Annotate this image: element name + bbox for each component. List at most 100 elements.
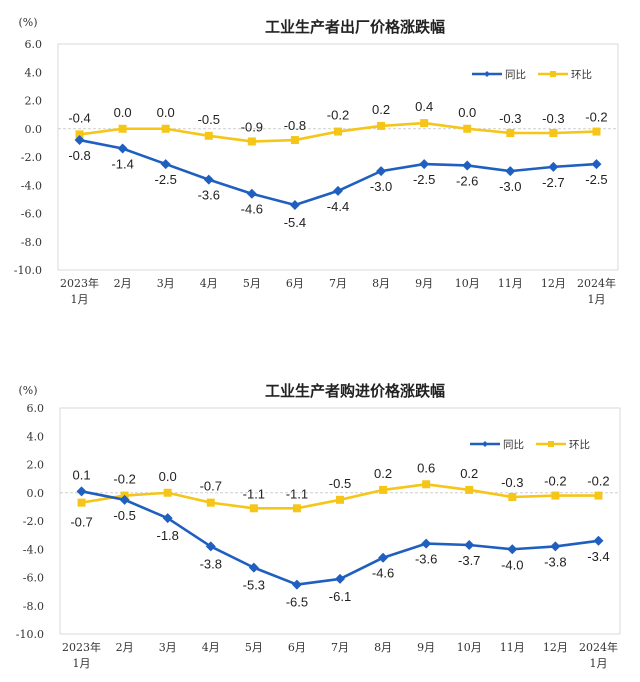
x-tick-label: 8月 xyxy=(374,641,392,654)
data-label-yoy: -2.6 xyxy=(456,173,478,188)
data-point-mom xyxy=(163,488,172,497)
data-point-mom xyxy=(463,124,472,133)
x-tick-label: 12月 xyxy=(541,277,566,290)
data-point-yoy xyxy=(246,188,257,199)
data-point-mom xyxy=(465,485,474,494)
y-axis-unit-label: (%) xyxy=(18,16,37,29)
data-point-yoy xyxy=(162,513,173,524)
data-label-yoy: -5.3 xyxy=(243,578,265,593)
ppi-input-chart-svg: 工业生产者购进价格涨跌幅 (%) 6.0 4.0 2.0 0.0 -2.0 -4.0 -6.0 -… xyxy=(16,382,621,670)
data-label-mom: -0.2 xyxy=(327,108,349,123)
data-point-mom xyxy=(506,128,515,137)
x-tick-label: 2024年 xyxy=(579,640,618,654)
data-label-mom: -0.2 xyxy=(113,472,135,487)
y-tick-label: 2.0 xyxy=(25,95,43,108)
data-label-yoy: -3.7 xyxy=(458,553,480,568)
legend: 同比 环比 xyxy=(470,438,590,451)
data-point-yoy xyxy=(505,166,516,177)
legend-marker-yoy xyxy=(484,71,490,77)
data-point-yoy xyxy=(548,161,559,172)
data-label-yoy: -3.8 xyxy=(544,554,566,569)
legend-marker-mom xyxy=(548,441,554,447)
data-label-mom: 0.2 xyxy=(374,466,392,481)
data-point-mom xyxy=(161,124,170,133)
x-tick-label: 4月 xyxy=(200,277,218,290)
y-tick-label: -10.0 xyxy=(14,264,42,277)
data-label-yoy: -4.4 xyxy=(327,199,349,214)
data-label-yoy: -6.1 xyxy=(329,589,351,604)
y-tick-label: -6.0 xyxy=(23,572,44,585)
data-label-mom: -0.7 xyxy=(200,479,222,494)
data-point-yoy xyxy=(335,573,345,584)
data-point-mom xyxy=(592,127,601,136)
data-point-yoy xyxy=(550,541,561,552)
x-tick-label: 9月 xyxy=(415,277,433,290)
x-tick-label: 1月 xyxy=(73,657,91,670)
data-label-mom: -0.5 xyxy=(329,476,351,491)
data-point-mom xyxy=(508,492,517,501)
data-point-yoy xyxy=(591,159,602,170)
x-tick-label: 7月 xyxy=(329,277,347,290)
data-label-mom: -0.3 xyxy=(501,475,523,490)
data-point-mom xyxy=(118,124,127,133)
data-label-yoy: -3.4 xyxy=(587,549,609,564)
data-label-yoy: -2.5 xyxy=(585,172,607,187)
x-tick-label: 5月 xyxy=(243,277,261,290)
legend-marker-yoy xyxy=(482,441,488,447)
x-tick-label: 11月 xyxy=(498,277,523,290)
ppi-output-chart-svg: 工业生产者出厂价格涨跌幅 (%) 6.0 4.0 2.0 0.0 -2.0 -4.0 -6.0 -… xyxy=(14,16,619,306)
data-label-mom: 0.0 xyxy=(157,105,175,120)
data-label-mom: -0.5 xyxy=(198,112,220,127)
x-tick-label: 7月 xyxy=(331,641,349,654)
y-tick-label: -2.0 xyxy=(23,515,44,528)
data-label-yoy: -5.4 xyxy=(284,215,306,230)
x-tick-label: 1月 xyxy=(589,657,607,670)
data-label-yoy: 0.1 xyxy=(72,467,90,482)
data-point-mom xyxy=(247,137,256,146)
y-tick-label: -8.0 xyxy=(23,600,44,613)
plot-area-frame xyxy=(59,407,621,635)
x-tick-label: 2024年 xyxy=(577,276,616,290)
data-point-yoy xyxy=(203,174,214,185)
data-point-yoy xyxy=(378,552,389,563)
x-tick-label: 6月 xyxy=(288,641,306,654)
data-label-mom: -0.2 xyxy=(585,110,607,125)
data-point-mom xyxy=(290,136,299,145)
data-point-mom xyxy=(336,495,344,504)
data-point-yoy xyxy=(421,538,432,549)
data-label-mom: -1.1 xyxy=(286,486,308,501)
x-tick-label: 4月 xyxy=(202,641,220,654)
data-point-mom xyxy=(549,128,558,137)
data-point-yoy xyxy=(462,160,473,171)
legend-label-mom: 环比 xyxy=(569,438,590,451)
data-label-mom: 0.6 xyxy=(417,460,435,475)
data-point-yoy xyxy=(333,185,343,196)
data-label-yoy: -4.6 xyxy=(241,202,263,217)
x-tick-label: 12月 xyxy=(543,641,568,654)
data-point-yoy xyxy=(291,579,302,590)
data-point-yoy xyxy=(76,486,87,497)
data-label-mom: 0.0 xyxy=(458,105,476,120)
data-point-mom xyxy=(377,121,386,130)
data-label-mom: -0.7 xyxy=(70,515,92,530)
data-point-mom xyxy=(551,491,560,500)
data-label-mom: -0.9 xyxy=(241,119,263,134)
ppi-input-chart: 工业生产者购进价格涨跌幅 (%) 6.0 4.0 2.0 0.0 -2.0 -4.0 -6.0 -… xyxy=(0,364,640,682)
data-label-yoy: -0.5 xyxy=(113,508,135,523)
y-tick-label: -10.0 xyxy=(16,628,44,641)
data-point-yoy xyxy=(248,562,259,573)
data-label-yoy: -2.7 xyxy=(542,175,564,190)
y-tick-label: -2.0 xyxy=(21,151,42,164)
data-label-mom: 0.4 xyxy=(415,99,433,114)
data-label-mom: 0.2 xyxy=(460,466,478,481)
plot-area-frame xyxy=(57,43,619,271)
x-tick-label: 2月 xyxy=(116,641,134,654)
legend-label-mom: 环比 xyxy=(571,68,592,81)
data-point-mom xyxy=(249,504,258,513)
data-label-mom: 0.2 xyxy=(372,102,390,117)
x-tick-label: 1月 xyxy=(71,293,89,306)
x-tick-label: 5月 xyxy=(245,641,263,654)
data-label-yoy: -3.6 xyxy=(198,188,220,203)
data-point-yoy xyxy=(376,166,387,177)
x-tick-label: 2023年 xyxy=(62,640,101,654)
